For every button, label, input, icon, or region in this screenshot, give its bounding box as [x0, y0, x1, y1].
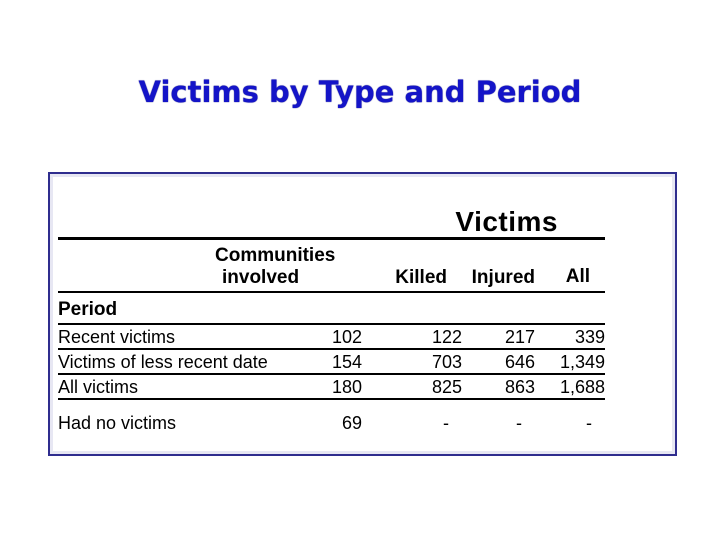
row-cell: -	[516, 413, 522, 433]
row-label: All victims	[58, 377, 138, 397]
spanner-heading: Victims	[455, 206, 558, 237]
table-row: All victims 180 825 863 1,688	[58, 375, 605, 400]
table-row: Had no victims 69 - - -	[58, 400, 605, 434]
row-cell: 863	[504, 377, 535, 397]
column-header-killed: Killed	[395, 267, 447, 288]
table-row: Victims of less recent date 154 703 646 …	[58, 350, 605, 375]
stub-header-row: Period	[58, 293, 605, 325]
row-cell: -	[586, 413, 592, 433]
row-cell: 180	[331, 377, 362, 397]
table-frame-inner: Victims Communities involved Killed Inju…	[50, 174, 675, 454]
row-cell: 825	[431, 377, 462, 397]
table-row: Recent victims 102 122 217 339	[58, 325, 605, 350]
row-cell: 217	[504, 327, 535, 347]
row-label: Had no victims	[58, 413, 177, 433]
row-cell: -	[443, 413, 449, 433]
row-cell: 1,349	[559, 352, 605, 372]
column-header-all: All	[565, 266, 590, 287]
column-header-injured: Injured	[471, 267, 535, 288]
table-frame: Victims Communities involved Killed Inju…	[48, 172, 677, 456]
group-header-communities: Communities	[215, 245, 336, 266]
row-cell: 154	[331, 352, 362, 372]
row-cell: 1,688	[559, 377, 605, 397]
row-label: Victims of less recent date	[58, 352, 268, 372]
row-cell: 339	[574, 327, 605, 347]
victims-table: Victims Communities involved Killed Inju…	[58, 177, 605, 451]
row-cell: 102	[331, 327, 362, 347]
row-label: Recent victims	[58, 327, 176, 347]
column-header-row: Communities involved Killed Injured All	[58, 240, 605, 293]
group-header-involved: involved	[222, 267, 300, 288]
slide-title: Victims by Type and Period	[138, 75, 582, 109]
row-cell: 122	[431, 327, 462, 347]
stub-header: Period	[58, 299, 118, 320]
spanner-row: Victims	[58, 177, 605, 240]
row-cell: 646	[504, 352, 535, 372]
row-cell: 703	[431, 352, 462, 372]
row-cell: 69	[341, 413, 362, 433]
table-body: Recent victims 102 122 217 339 Victims o…	[58, 325, 605, 434]
